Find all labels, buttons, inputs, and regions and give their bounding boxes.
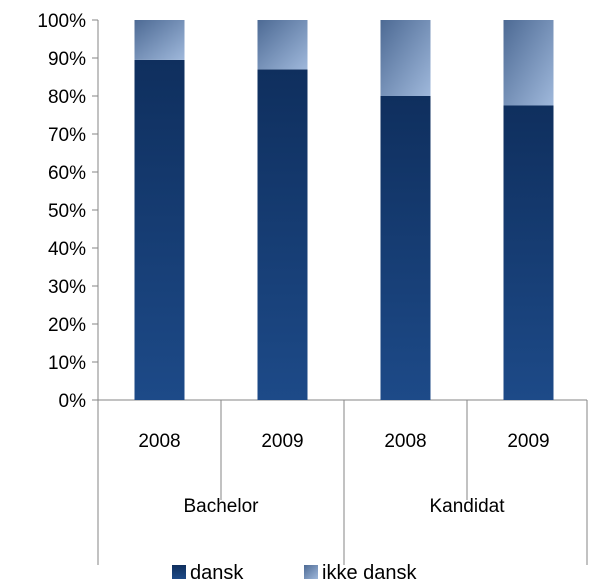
bar-segment-dansk xyxy=(380,96,431,400)
y-tick-label: 70% xyxy=(48,125,86,146)
category-label: 2008 xyxy=(138,431,180,452)
category-label: 2009 xyxy=(261,431,303,452)
y-tick-label: 30% xyxy=(48,277,86,298)
bar-segment-ikke-dansk xyxy=(134,20,185,60)
bar-segment-dansk xyxy=(503,105,554,400)
group-label: Bachelor xyxy=(184,496,260,517)
y-tick-label: 50% xyxy=(48,201,86,222)
y-tick-label: 0% xyxy=(59,391,87,412)
legend-swatch xyxy=(304,565,318,579)
legend: dansk ikke dansk xyxy=(172,562,417,583)
y-tick-label: 90% xyxy=(48,49,86,70)
bar-segment-ikke-dansk xyxy=(503,20,554,106)
y-tick-label: 40% xyxy=(48,239,86,260)
category-labels: 2008 2009 2008 2009 Bachelor Kandidat xyxy=(138,431,549,517)
legend-swatch xyxy=(172,565,186,579)
y-tick-label: 20% xyxy=(48,315,86,336)
bar-segment-dansk xyxy=(134,59,185,401)
category-label: 2008 xyxy=(384,431,426,452)
legend-label: ikke dansk xyxy=(322,562,417,583)
group-label: Kandidat xyxy=(429,496,505,517)
y-tick-label: 100% xyxy=(37,11,86,32)
bars xyxy=(134,20,554,401)
bar-segment-ikke-dansk xyxy=(257,20,308,70)
bar-segment-ikke-dansk xyxy=(380,20,431,96)
bar-segment-dansk xyxy=(257,69,308,401)
legend-label: dansk xyxy=(190,562,244,583)
category-label: 2009 xyxy=(507,431,549,452)
y-tick-label: 60% xyxy=(48,163,86,184)
y-tick-label: 80% xyxy=(48,87,86,108)
y-tick-label: 10% xyxy=(48,353,86,374)
